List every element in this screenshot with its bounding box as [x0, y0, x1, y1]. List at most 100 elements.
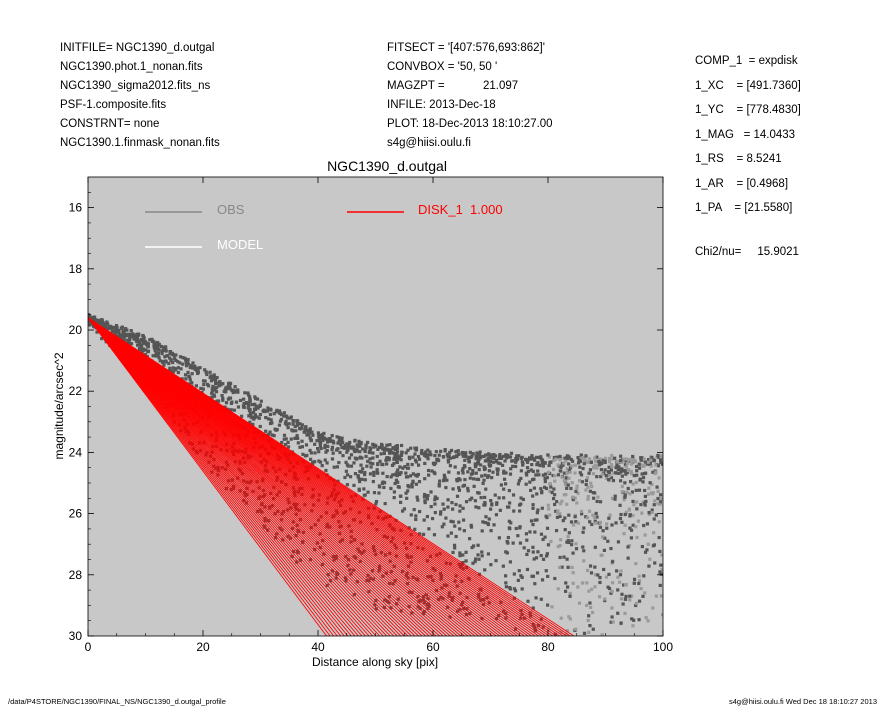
obs-point	[449, 519, 453, 523]
obs-point	[295, 549, 299, 553]
obs-point	[406, 466, 411, 470]
obs-point	[343, 576, 348, 580]
obs-point	[187, 374, 191, 378]
obs-point	[488, 507, 493, 511]
obs-point	[660, 497, 663, 501]
obs-point	[531, 606, 535, 610]
obs-point	[330, 457, 335, 461]
obs-point	[99, 318, 104, 322]
obs-point	[257, 416, 261, 420]
obs-point	[558, 565, 562, 570]
obs-point	[247, 395, 252, 399]
obs-point	[121, 330, 125, 334]
obs-point	[340, 445, 344, 450]
obs-point	[315, 439, 319, 443]
legend: OBS MODEL DISK_1 1.000	[145, 202, 503, 252]
obs-point	[414, 448, 418, 452]
obs-point	[389, 450, 393, 454]
obs-point	[610, 581, 615, 585]
obs-point	[298, 426, 302, 431]
y-tick-label: 24	[69, 445, 83, 459]
obs-point	[571, 551, 575, 555]
header-left-line: INITFILE= NGC1390_d.outgal	[60, 42, 215, 54]
header-left-line: NGC1390.1.finmask_nonan.fits	[60, 137, 220, 149]
obs-point	[332, 497, 336, 502]
obs-point	[641, 480, 645, 484]
obs-point	[406, 475, 410, 479]
obs-point	[581, 581, 585, 585]
obs-point	[532, 477, 536, 481]
obs-point	[613, 494, 617, 498]
obs-point	[376, 461, 380, 466]
obs-point	[615, 463, 619, 467]
obs-point	[411, 472, 415, 476]
obs-point	[183, 356, 187, 360]
obs-point	[659, 460, 663, 465]
obs-point	[438, 572, 443, 576]
obs-point	[626, 486, 630, 491]
obs-point	[198, 366, 202, 370]
obs-point	[643, 460, 647, 464]
obs-point	[441, 502, 445, 506]
obs-point	[521, 497, 525, 502]
obs-point	[227, 386, 231, 390]
obs-point	[227, 396, 232, 400]
obs-point	[629, 469, 633, 474]
obs-point	[266, 528, 270, 532]
obs-point	[125, 333, 129, 337]
fit-parameter-line: 1_RS = 8.5241	[695, 153, 782, 165]
obs-point	[576, 456, 580, 460]
obs-point	[643, 533, 647, 537]
obs-point	[329, 494, 334, 498]
obs-point	[624, 594, 628, 598]
obs-point	[186, 362, 191, 366]
obs-point	[439, 510, 443, 514]
obs-point	[413, 458, 418, 462]
obs-point	[477, 468, 481, 472]
obs-point	[475, 451, 479, 455]
obs-point	[421, 452, 425, 456]
obs-point	[553, 632, 557, 636]
obs-point	[515, 456, 519, 460]
obs-point	[394, 478, 399, 482]
obs-point	[337, 531, 342, 536]
obs-point	[318, 441, 322, 445]
obs-point	[230, 400, 234, 404]
obs-point	[409, 513, 413, 517]
obs-point	[633, 459, 637, 464]
obs-point	[245, 486, 249, 490]
obs-point	[650, 482, 654, 487]
obs-point	[382, 605, 386, 609]
obs-point	[325, 525, 329, 529]
obs-point	[575, 487, 579, 491]
obs-point	[451, 520, 455, 524]
obs-point	[300, 492, 304, 496]
obs-point	[413, 446, 417, 450]
obs-point	[461, 518, 466, 522]
obs-point	[209, 379, 214, 383]
obs-point	[600, 472, 604, 476]
obs-point	[457, 452, 461, 456]
obs-point	[567, 476, 571, 480]
obs-point	[409, 533, 413, 537]
obs-point	[416, 546, 420, 550]
obs-point	[356, 547, 360, 551]
obs-point	[532, 486, 537, 490]
obs-point	[526, 599, 530, 603]
obs-point	[319, 446, 323, 451]
obs-point	[361, 447, 365, 451]
obs-point	[347, 443, 351, 448]
obs-point	[444, 516, 448, 520]
obs-point	[458, 554, 462, 558]
obs-point	[519, 469, 523, 473]
obs-point	[300, 423, 304, 427]
disk-profile-line	[88, 317, 331, 636]
obs-point	[344, 469, 348, 473]
obs-point	[586, 618, 590, 623]
obs-point	[635, 507, 639, 511]
obs-point	[316, 431, 321, 435]
obs-point	[332, 465, 336, 469]
obs-point	[318, 460, 323, 464]
obs-point	[474, 471, 478, 475]
obs-point	[223, 390, 227, 394]
